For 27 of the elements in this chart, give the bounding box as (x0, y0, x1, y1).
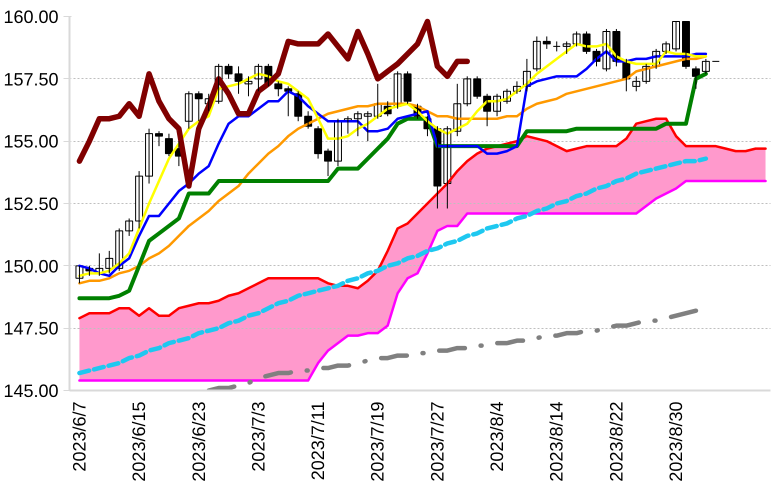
y-tick-label: 152.50 (3, 194, 59, 214)
line-series (206, 308, 698, 390)
candlestick (155, 130, 163, 147)
x-tick-label: 2023/6/7 (69, 401, 90, 472)
y-tick-label: 157.50 (3, 69, 59, 90)
line-series (77, 156, 708, 376)
x-tick-label: 2023/8/22 (606, 402, 626, 482)
x-tick-label: 2023/6/15 (129, 402, 150, 482)
line-series (78, 180, 767, 382)
y-tick-label: 150.00 (3, 256, 59, 276)
y-tick-label: 160.00 (3, 7, 59, 27)
candlestick (364, 110, 372, 142)
x-tick-label: 2023/8/14 (546, 402, 567, 482)
x-tick-label: 2023/7/27 (427, 402, 448, 482)
x-tick-label: 2023/8/4 (487, 401, 508, 472)
x-tick-label: 2023/7/11 (308, 401, 328, 480)
candlestick (562, 40, 571, 54)
y-tick-label: 147.50 (3, 318, 59, 339)
x-tick-label: 2023/8/30 (666, 402, 686, 482)
x-tick-label: 2023/6/23 (188, 402, 209, 482)
candlestick (552, 40, 561, 52)
line-series (78, 117, 767, 320)
y-tick-label: 155.00 (3, 132, 59, 152)
x-tick-label: 2023/7/3 (248, 401, 268, 472)
candlestick (542, 36, 551, 50)
y-tick-label: 145.00 (3, 381, 59, 401)
x-tick-label: 2023/7/19 (368, 402, 388, 482)
